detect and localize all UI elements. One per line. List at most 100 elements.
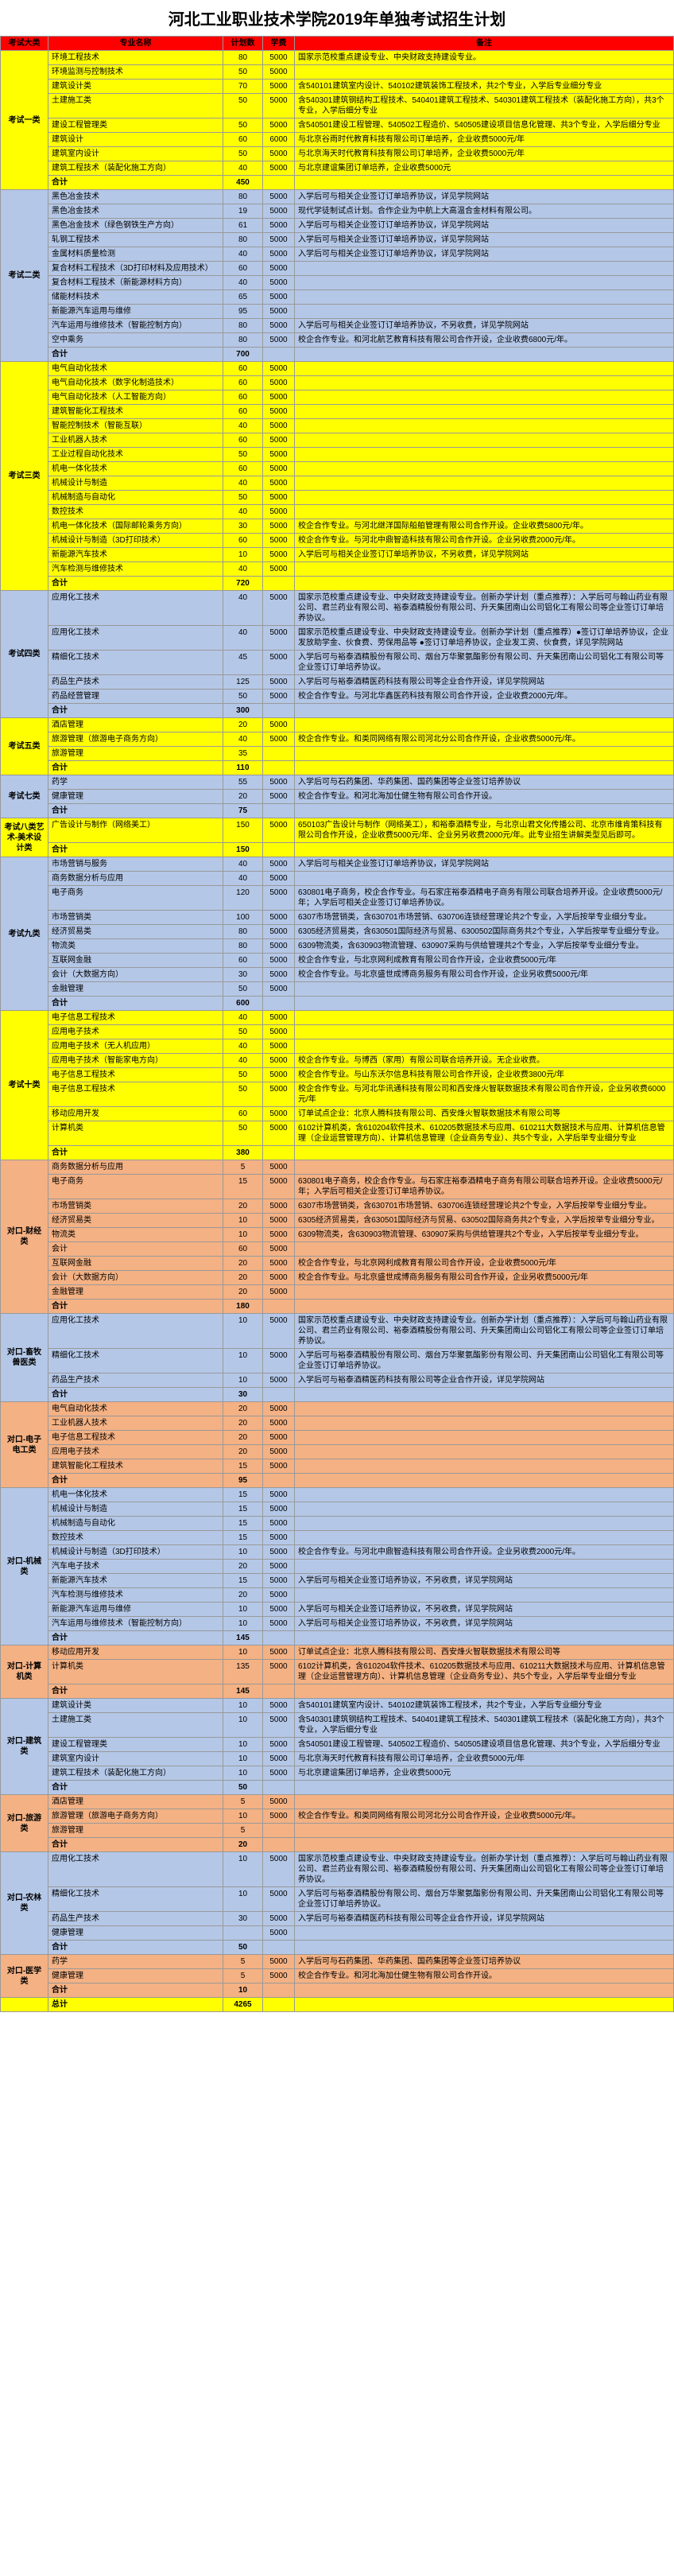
fee-cell <box>263 997 295 1011</box>
note-cell <box>295 462 674 476</box>
note-cell <box>295 262 674 276</box>
table-row: 新能源汽车运用与维修105000入学后可与相关企业签订培养协议，不另收费，详见学… <box>1 1603 674 1617</box>
plan-count-cell: 20 <box>223 1402 263 1416</box>
table-row: 应用电子技术（无人机应用）405000 <box>1 1039 674 1054</box>
major-name-cell: 合计 <box>48 577 223 591</box>
fee-cell: 5000 <box>263 968 295 982</box>
major-name-cell: 旅游管理 <box>48 1824 223 1838</box>
table-row: 合计10 <box>1 1983 674 1998</box>
fee-cell: 5000 <box>263 1416 295 1431</box>
fee-cell: 5000 <box>263 954 295 968</box>
note-cell <box>295 419 674 433</box>
plan-count-cell: 80 <box>223 319 263 333</box>
plan-count-cell: 700 <box>223 348 263 362</box>
plan-count-cell: 145 <box>223 1684 263 1699</box>
plan-count-cell: 15 <box>223 1488 263 1502</box>
note-cell: 校企合作专业。与河北继洋国际船舶管理有限公司合作开设。企业收费5800元/年。 <box>295 519 674 534</box>
plan-count-cell: 180 <box>223 1300 263 1314</box>
major-name-cell: 建筑设计类 <box>48 80 223 94</box>
fee-cell: 5000 <box>263 1431 295 1445</box>
fee-cell <box>263 761 295 775</box>
table-row: 汽车检测与维修技术405000 <box>1 562 674 577</box>
plan-count-cell: 15 <box>223 1502 263 1517</box>
table-row: 合计145 <box>1 1631 674 1645</box>
major-name-cell: 建设工程管理类 <box>48 1738 223 1752</box>
fee-cell: 5000 <box>263 1488 295 1502</box>
major-name-cell: 数控技术 <box>48 505 223 519</box>
major-name-cell: 汽车运用与维修技术（智能控制方向） <box>48 319 223 333</box>
major-name-cell: 土建施工类 <box>48 94 223 119</box>
note-cell <box>295 505 674 519</box>
plan-count-cell: 65 <box>223 290 263 305</box>
note-cell: 入学后可与裕泰酒精医药科技有限公司等企业合作开设，详见学院网站 <box>295 1373 674 1388</box>
major-name-cell: 机械设计与制造（3D打印技术） <box>48 1545 223 1560</box>
fee-cell: 5000 <box>263 219 295 233</box>
note-cell <box>295 1560 674 1574</box>
category-cell: 对口-旅游类 <box>1 1795 48 1852</box>
note-cell <box>295 390 674 405</box>
note-cell <box>295 405 674 419</box>
major-name-cell: 商务数据分析与应用 <box>48 872 223 886</box>
note-cell: 6307市场营销类，含630701市场营销、630706连锁经营理论共2个专业，… <box>295 911 674 925</box>
note-cell: 入学后可与相关企业签订培养协议，不另收费，详见学院网站 <box>295 1603 674 1617</box>
major-name-cell: 金融管理 <box>48 982 223 997</box>
fee-cell: 5000 <box>263 886 295 911</box>
fee-cell <box>263 1684 295 1699</box>
fee-cell: 5000 <box>263 204 295 219</box>
major-name-cell: 合计 <box>48 1941 223 1955</box>
plan-count-cell: 19 <box>223 204 263 219</box>
plan-count-cell: 50 <box>223 1121 263 1146</box>
major-name-cell: 应用电子技术（智能家电方向） <box>48 1054 223 1068</box>
table-row: 应用电子技术205000 <box>1 1445 674 1459</box>
plan-count-cell: 95 <box>223 305 263 319</box>
table-row: 合计50 <box>1 1941 674 1955</box>
table-row: 考试八类艺术-美术设计类广告设计与制作（网络美工）1505000650103广告… <box>1 818 674 843</box>
plan-count-cell: 150 <box>223 843 263 857</box>
major-name-cell: 药品生产技术 <box>48 1373 223 1388</box>
major-name-cell: 合计 <box>48 761 223 775</box>
note-cell <box>295 1781 674 1795</box>
note-cell: 入学后可与相关企业签订培养协议，不另收费，详见学院网站 <box>295 1617 674 1631</box>
major-name-cell: 电子商务 <box>48 886 223 911</box>
plan-count-cell: 40 <box>223 419 263 433</box>
table-row: 健康管理55000校企合作专业。和河北海加仕健生物有限公司合作开设。 <box>1 1969 674 1983</box>
fee-cell: 5000 <box>263 119 295 133</box>
fee-cell <box>263 1146 295 1160</box>
category-cell: 对口-农林类 <box>1 1852 48 1955</box>
table-row: 合计450 <box>1 176 674 190</box>
fee-cell: 5000 <box>263 1271 295 1285</box>
plan-count-cell: 20 <box>223 1560 263 1574</box>
note-cell <box>295 982 674 997</box>
table-row: 环境监测与控制技术505000 <box>1 65 674 80</box>
plan-count-cell: 20 <box>223 1285 263 1300</box>
note-cell: 校企合作专业。与山东沃尔信息科技有限公司合作开设，企业收费3800元/年 <box>295 1068 674 1082</box>
plan-count-cell: 60 <box>223 1107 263 1121</box>
fee-cell: 5000 <box>263 651 295 675</box>
note-cell <box>295 704 674 718</box>
page-title: 河北工业职业技术学院2019年单独考试招生计划 <box>0 0 674 36</box>
major-name-cell: 合计 <box>48 843 223 857</box>
table-row: 机械设计与制造（3D打印技术）105000校企合作专业。与河北中鼎智造科技有限公… <box>1 1545 674 1560</box>
note-cell: 入学后可与相关企业签订订单培养协议，详见学院网站 <box>295 190 674 204</box>
table-row: 精细化工技术105000入学后可与裕泰酒精股份有限公司、烟台万华聚氨酯影份有限公… <box>1 1887 674 1912</box>
table-row: 金融管理205000 <box>1 1285 674 1300</box>
header-note: 备注 <box>295 37 674 51</box>
table-row: 数控技术155000 <box>1 1531 674 1545</box>
plan-count-cell: 50 <box>223 1941 263 1955</box>
major-name-cell: 市场营销类 <box>48 1199 223 1214</box>
table-row: 建筑设计类705000含540101建筑室内设计、540102建筑装饰工程技术，… <box>1 80 674 94</box>
table-row: 考试二类黑色冶金技术805000入学后可与相关企业签订订单培养协议，详见学院网站 <box>1 190 674 204</box>
fee-cell: 5000 <box>263 1969 295 1983</box>
major-name-cell: 电子商务 <box>48 1175 223 1199</box>
table-row: 机电一体化技术605000 <box>1 462 674 476</box>
plan-count-cell: 60 <box>223 376 263 390</box>
fee-cell: 5000 <box>263 305 295 319</box>
plan-count-cell: 50 <box>223 119 263 133</box>
note-cell: 入学后可与裕泰酒精股份有限公司、烟台万华聚氨酯影份有限公司、升天集团南山公司铝化… <box>295 1887 674 1912</box>
major-name-cell: 合计 <box>48 176 223 190</box>
major-name-cell: 药品生产技术 <box>48 675 223 690</box>
plan-count-cell: 10 <box>223 1983 263 1998</box>
table-row: 旅游管理35 <box>1 747 674 761</box>
table-row: 合计50 <box>1 1781 674 1795</box>
note-cell: 国家示范校重点建设专业、中央财政支持建设专业。 <box>295 51 674 65</box>
